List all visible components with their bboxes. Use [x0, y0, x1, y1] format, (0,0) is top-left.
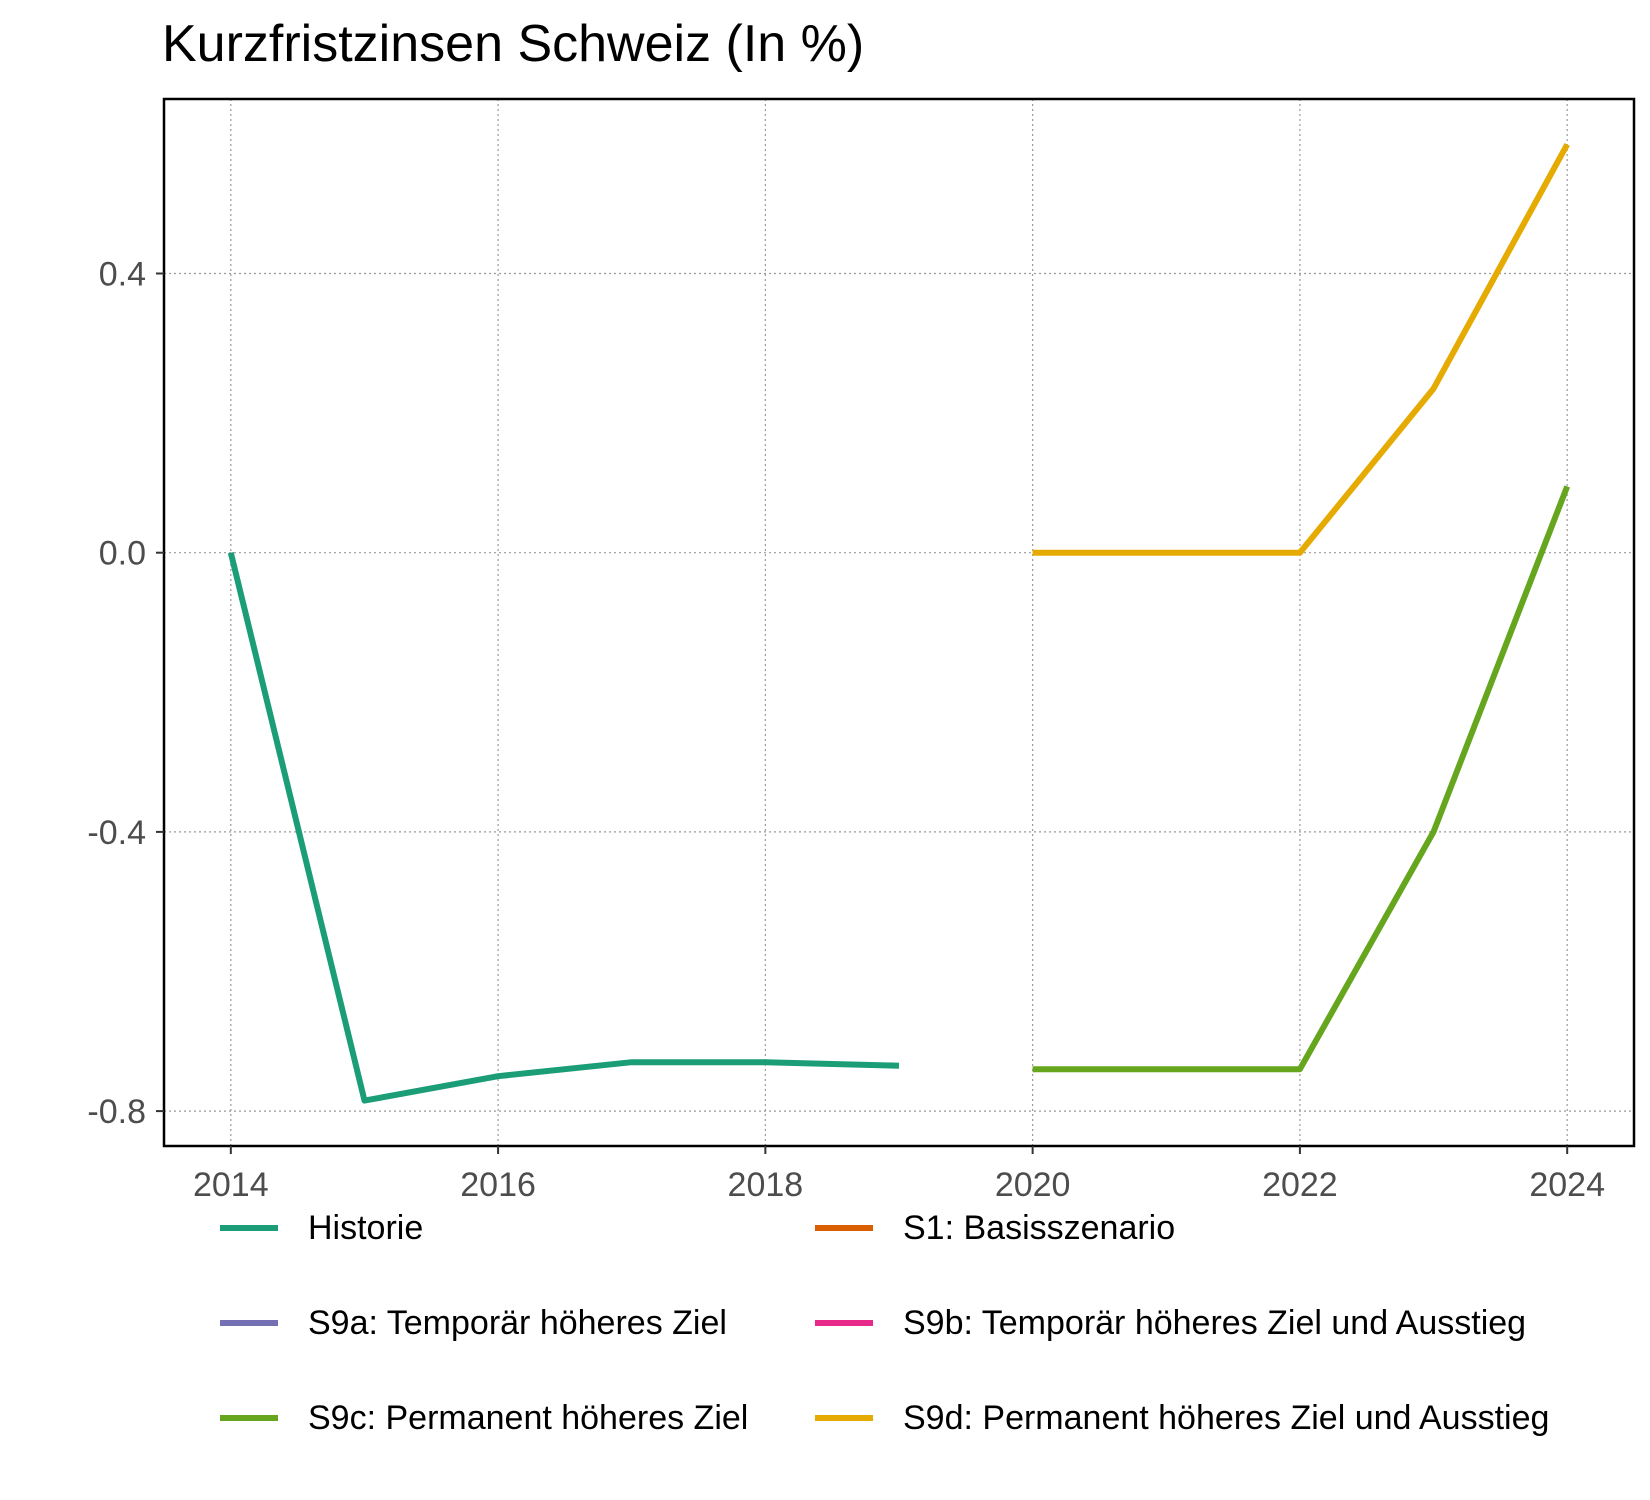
x-tick-label: 2020	[995, 1166, 1071, 1204]
y-tick-label: -0.8	[87, 1093, 146, 1131]
ticks-layer: 2014 2016 2018 2020 2022 2024 0.4 0.0 -0.4 -0.8	[87, 256, 1605, 1205]
series-layer	[227, 142, 1570, 1104]
series-line	[227, 551, 900, 1104]
y-tick-label: 0.0	[99, 535, 146, 573]
x-tick-label: 2014	[193, 1166, 269, 1204]
x-tick-label: 2022	[1262, 1166, 1338, 1204]
chart-title: Kurzfristzinsen Schweiz (In %)	[162, 15, 865, 73]
series-line	[1032, 485, 1570, 1073]
grid-layer	[164, 99, 1634, 1146]
y-tick-label: 0.4	[99, 256, 146, 294]
x-tick-label: 2018	[728, 1166, 804, 1204]
series-line	[1032, 142, 1570, 556]
plot-border	[162, 97, 1636, 1148]
y-tick-label: -0.4	[87, 814, 146, 852]
x-tick-label: 2024	[1529, 1166, 1605, 1204]
x-tick-label: 2016	[460, 1166, 536, 1204]
